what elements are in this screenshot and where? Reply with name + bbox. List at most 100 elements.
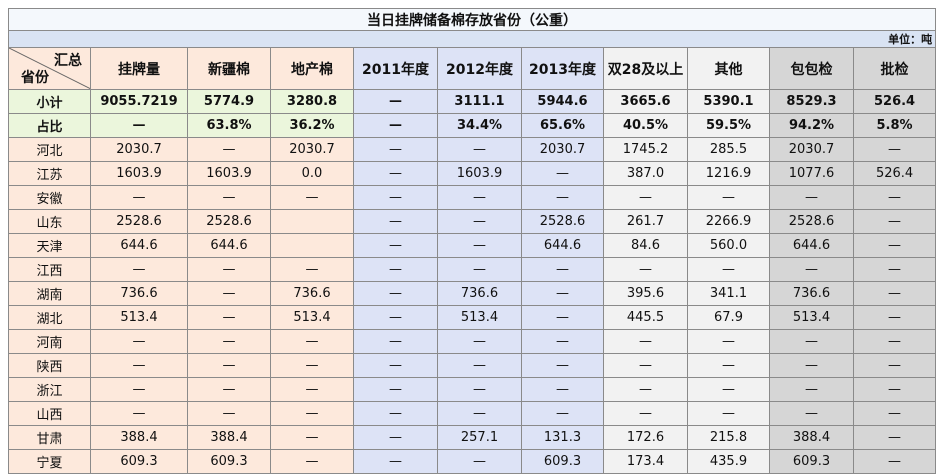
row-label: 湖南 (8, 281, 91, 306)
cell: — (521, 257, 604, 282)
cell: — (521, 161, 604, 186)
cell: 5944.6 (521, 89, 604, 114)
cell: 3665.6 (603, 89, 688, 114)
cell: 1603.9 (187, 161, 271, 186)
cell: 9055.7219 (90, 89, 188, 114)
cell: — (90, 401, 188, 426)
cell: — (437, 401, 522, 426)
data-row: 陕西 — — — — — — — — — — (8, 353, 937, 378)
cell: 736.6 (769, 281, 854, 306)
cell: — (353, 329, 438, 354)
cell: — (521, 401, 604, 426)
row-label: 天津 (8, 233, 91, 258)
row-label: 河南 (8, 329, 91, 354)
cell: — (353, 377, 438, 402)
cell: 388.4 (90, 425, 188, 450)
cell: 609.3 (521, 449, 604, 474)
cell: — (603, 329, 688, 354)
cell: — (187, 137, 271, 162)
cell: — (353, 401, 438, 426)
table-body: 当日挂牌储备棉存放省份（公重） 单位：吨 汇总 省份 挂牌量 新疆棉 地产棉 2011… (7, 8, 937, 474)
cell: — (90, 185, 188, 210)
cell: — (270, 401, 354, 426)
cell: 513.4 (437, 305, 522, 330)
cell: — (353, 257, 438, 282)
cell: 1745.2 (603, 137, 688, 162)
cell: — (437, 185, 522, 210)
cell: 36.2% (270, 113, 354, 138)
cell: 644.6 (187, 233, 271, 258)
cell: — (270, 377, 354, 402)
column-header: 包包检 (769, 47, 854, 90)
cell: — (270, 257, 354, 282)
cell: — (852, 377, 937, 402)
data-row: 小计 9055.7219 5774.9 3280.8—3111.1 5944.6 3665… (8, 89, 937, 114)
data-row: 湖南 736.6—736.6—736.6—395.6 341.1 736.6— (8, 281, 937, 306)
cell: 2030.7 (769, 137, 854, 162)
cell: 2528.6 (90, 209, 188, 234)
cell: — (187, 185, 271, 210)
cell: 215.8 (687, 425, 770, 450)
corner-bottom: 省份 (21, 70, 49, 86)
cell: — (353, 305, 438, 330)
cell: — (852, 209, 937, 234)
corner-top: 汇总 (54, 53, 82, 69)
row-label: 甘肃 (8, 425, 91, 450)
column-header: 2012年度 (437, 47, 522, 90)
cell: — (603, 401, 688, 426)
cell: — (852, 353, 937, 378)
cell: 34.4% (437, 113, 522, 138)
cell: — (687, 377, 770, 402)
cell: 67.9 (687, 305, 770, 330)
cell: — (437, 449, 522, 474)
column-header: 双28及以上 (603, 47, 688, 90)
cell: — (353, 233, 438, 258)
cell: 2030.7 (270, 137, 354, 162)
cell: — (353, 89, 438, 114)
cell: 1603.9 (437, 161, 522, 186)
cell: 341.1 (687, 281, 770, 306)
cell: — (769, 257, 854, 282)
cell: 65.6% (521, 113, 604, 138)
cell: 644.6 (769, 233, 854, 258)
data-row: 天津 644.6 644.6— —644.6 84.6 560.0 644.6— (8, 233, 937, 258)
cell: — (521, 185, 604, 210)
cell: — (852, 185, 937, 210)
cell: — (90, 353, 188, 378)
row-label: 江西 (8, 257, 91, 282)
cell: — (687, 185, 770, 210)
row-label: 占比 (8, 113, 91, 138)
data-row: 宁夏 609.3 609.3— — —609.3 173.4 435.9 609.3— (8, 449, 937, 474)
storage-table: 当日挂牌储备棉存放省份（公重） 单位：吨 汇总 省份 挂牌量 新疆棉 地产棉 2011… (7, 8, 937, 474)
cell: 2528.6 (187, 209, 271, 234)
cell: — (187, 377, 271, 402)
data-row: 山西 — — — — — — — — — — (8, 401, 937, 426)
cell: 736.6 (437, 281, 522, 306)
cell: — (270, 185, 354, 210)
cell: — (852, 329, 937, 354)
cell: — (521, 329, 604, 354)
cell: 285.5 (687, 137, 770, 162)
cell: — (521, 305, 604, 330)
cell: 59.5% (687, 113, 770, 138)
cell: 173.4 (603, 449, 688, 474)
cell: — (270, 329, 354, 354)
header-row: 汇总 省份 挂牌量 新疆棉 地产棉 2011年度 2012年度 2013年度 双28及以上其… (8, 47, 937, 90)
cell: 609.3 (187, 449, 271, 474)
cell: 40.5% (603, 113, 688, 138)
title-row: 当日挂牌储备棉存放省份（公重） (7, 8, 937, 31)
cell: 2030.7 (521, 137, 604, 162)
cell: 736.6 (270, 281, 354, 306)
cell: 609.3 (90, 449, 188, 474)
cell: 172.6 (603, 425, 688, 450)
cell: 388.4 (769, 425, 854, 450)
cell: — (353, 185, 438, 210)
cell: 2266.9 (687, 209, 770, 234)
data-row: 甘肃 388.4 388.4— —257.1 131.3 172.6 215.8 388.4— (8, 425, 937, 450)
cell: — (353, 113, 438, 138)
unit-row: 单位：吨 (7, 30, 937, 48)
cell: — (852, 281, 937, 306)
cell: 387.0 (603, 161, 688, 186)
cell: — (852, 137, 937, 162)
cell: — (852, 425, 937, 450)
